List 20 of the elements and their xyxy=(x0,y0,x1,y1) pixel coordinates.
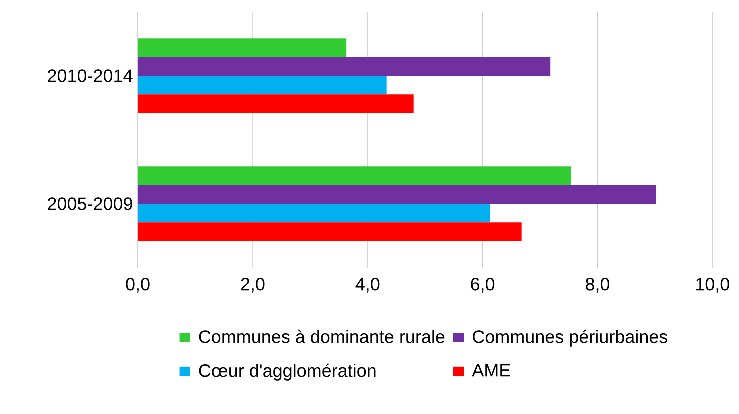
y-tick-label: 2005-2009 xyxy=(48,198,132,210)
bar xyxy=(138,185,656,204)
x-tick-label: 10,0 xyxy=(696,278,730,293)
y-tick-label: 2010-2014 xyxy=(48,70,133,82)
x-tick-label: 2,0 xyxy=(241,278,265,293)
legend-label: Communes périurbaines xyxy=(473,330,668,347)
bar xyxy=(138,222,522,242)
bar xyxy=(138,166,572,186)
bar xyxy=(138,76,387,95)
bar xyxy=(138,204,490,223)
x-tick-label: 4,0 xyxy=(356,278,380,293)
bar xyxy=(138,94,414,114)
x-tick-label: 6,0 xyxy=(471,278,495,293)
bar xyxy=(138,38,347,58)
x-tick-label: 0,0 xyxy=(126,278,150,293)
legend-label: AME xyxy=(472,364,510,377)
x-tick-label: 8,0 xyxy=(586,278,610,293)
legend-label: Cœur d'agglomération xyxy=(199,364,376,381)
legend-label: Communes à dominante rurale xyxy=(199,330,445,344)
bar xyxy=(138,57,551,76)
